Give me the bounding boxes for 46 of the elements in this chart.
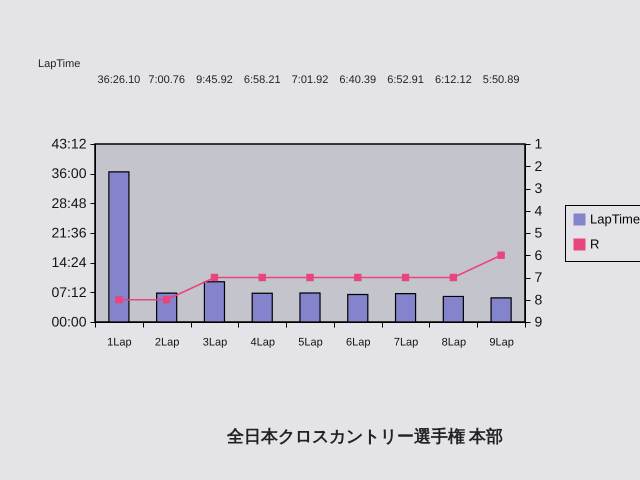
y2-tick-label: 4: [534, 202, 542, 218]
point: [258, 274, 266, 282]
x-tick-label: 3Lap: [202, 336, 228, 348]
legend-label: R: [590, 236, 600, 252]
data-label: 6:40.39: [339, 74, 376, 86]
x-tick-label: 1Lap: [107, 336, 132, 348]
x-tick-label: 4Lap: [250, 336, 275, 348]
text: 全日本クロスカントリー選手権 本部: [226, 427, 504, 446]
x-tick-label: 2Lap: [154, 336, 180, 348]
data-label: 6:12.12: [434, 74, 472, 86]
data-label: 6:58.21: [244, 74, 281, 86]
text: LapTime: [38, 58, 80, 70]
y-tick-label: 36:00: [51, 165, 87, 182]
y-tick-label: 00:00: [51, 314, 87, 330]
y-tick-label: 14:24: [51, 254, 87, 270]
data-label: 7:00.76: [148, 74, 186, 86]
x-tick-label: 6Lap: [346, 336, 371, 348]
point: [115, 296, 123, 304]
y2-tick-label: 8: [534, 291, 542, 308]
data-label: 6:52.91: [387, 74, 424, 86]
x-tick-label: 8Lap: [442, 336, 466, 348]
data-label: 9:45.92: [196, 74, 233, 86]
data-label: 5:50.89: [482, 74, 520, 86]
x-tick-label: 7Lap: [394, 336, 418, 348]
y2-tick-label: 3: [534, 180, 542, 196]
y2-tick-label: 5: [534, 224, 542, 240]
data-label: 36:26.10: [97, 74, 140, 86]
y2-tick-label: 2: [534, 158, 542, 174]
x-tick-label: 5Lap: [298, 336, 323, 348]
y-tick-label: 07:12: [51, 284, 87, 300]
data-label: 7:01.92: [292, 74, 328, 86]
y2-tick-label: 9: [534, 314, 542, 330]
point: [497, 252, 505, 259]
x-tick-label: 9Lap: [489, 336, 514, 348]
legend-label: LapTime: [590, 212, 640, 226]
y2-tick-label: 1: [534, 136, 542, 152]
point: [162, 296, 170, 304]
point: [210, 274, 218, 282]
point: [402, 274, 410, 282]
y-tick-label: 28:48: [51, 194, 87, 211]
y2-tick-label: 6: [534, 246, 542, 263]
point: [450, 274, 458, 282]
y-tick-label: 43:12: [51, 136, 87, 152]
y-tick-label: 21:36: [51, 224, 87, 240]
point: [354, 274, 362, 282]
y2-tick-label: 7: [534, 269, 542, 285]
